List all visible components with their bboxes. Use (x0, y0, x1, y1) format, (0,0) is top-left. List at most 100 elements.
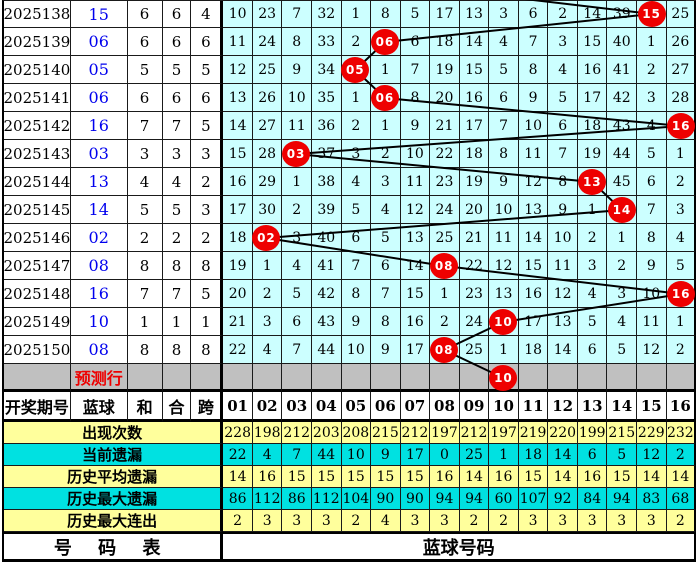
prediction-empty-cell (191, 364, 224, 392)
span-cell: 3 (191, 196, 224, 224)
miss-cell: 18 (518, 336, 549, 364)
miss-cell: 8 (282, 28, 312, 56)
miss-cell: 7 (282, 1, 312, 28)
prediction-empty-cell (312, 364, 342, 392)
miss-cell: 5 (400, 1, 431, 28)
miss-cell: 3 (341, 140, 372, 168)
miss-cell: 7 (282, 336, 312, 364)
miss-cell: 27 (252, 112, 283, 140)
sum-cell: 8 (127, 252, 163, 280)
prediction-empty-cell (548, 364, 578, 392)
sum-cell: 5 (127, 196, 163, 224)
miss-cell: 6 (577, 336, 608, 364)
stats-value: 25 (459, 444, 490, 466)
miss-cell: 10 (637, 280, 667, 308)
stats-value: 86 (223, 488, 253, 510)
miss-cell: 12 (400, 196, 431, 224)
hezhi-cell: 7 (162, 112, 192, 140)
miss-cell: 3 (577, 252, 608, 280)
prediction-empty-cell (577, 364, 608, 392)
header-ball-number: 03 (282, 392, 312, 422)
stats-value: 3 (400, 510, 431, 532)
prediction-empty-cell (607, 364, 638, 392)
miss-cell: 34 (312, 56, 342, 84)
stats-value: 198 (252, 422, 283, 444)
miss-cell: 6 (518, 1, 549, 28)
miss-cell: 2 (341, 112, 372, 140)
stats-value: 12 (637, 444, 667, 466)
period-cell: 2025141 (4, 84, 71, 112)
miss-cell: 18 (430, 28, 460, 56)
miss-cell: 13 (223, 84, 253, 112)
miss-cell: 8 (341, 280, 372, 308)
miss-cell: 3 (607, 280, 638, 308)
stats-value: 16 (252, 466, 283, 488)
hezhi-cell: 6 (162, 1, 192, 28)
prediction-label: 预测行 (70, 364, 128, 392)
miss-cell: 16 (223, 168, 253, 196)
period-row: 2025140 05 5 5 5 12 25 9 34 1 7 19 15 5 8 4 16 41 2 27 (2, 56, 697, 84)
miss-cell (637, 1, 667, 28)
stats-value: 197 (430, 422, 460, 444)
header-ball-number: 11 (518, 392, 549, 422)
stats-value: 83 (637, 488, 667, 510)
header-ball-number: 06 (371, 392, 401, 422)
miss-cell: 18 (459, 140, 490, 168)
stats-value: 14 (223, 466, 253, 488)
miss-cell (252, 224, 283, 252)
footer-row: 号 码 表蓝球号码 (2, 532, 696, 562)
miss-cell: 19 (577, 140, 608, 168)
header-sum: 和 (127, 392, 163, 422)
miss-cell: 8 (637, 224, 667, 252)
header-ball-number: 08 (430, 392, 460, 422)
stats-value: 215 (607, 422, 638, 444)
miss-cell (371, 28, 401, 56)
stats-value: 14 (459, 466, 490, 488)
header-ball-number: 07 (400, 392, 431, 422)
miss-cell: 5 (548, 84, 578, 112)
prediction-empty-cell (252, 364, 283, 392)
stats-value: 2 (489, 510, 519, 532)
sum-cell: 7 (127, 112, 163, 140)
stats-value: 112 (252, 488, 283, 510)
prediction-row: 预测行 (2, 364, 697, 392)
miss-cell: 7 (341, 252, 372, 280)
span-cell: 8 (191, 336, 224, 364)
span-cell: 2 (191, 168, 224, 196)
miss-cell: 2 (607, 252, 638, 280)
miss-cell: 4 (489, 28, 519, 56)
period-row: 2025139 06 6 6 6 11 24 8 33 2 6 18 14 4 7 3 15 40 1 26 (2, 28, 697, 56)
miss-cell: 16 (577, 56, 608, 84)
blue-ball-value: 16 (70, 112, 128, 140)
period-row: 2025144 13 4 4 2 16 29 1 38 4 3 11 23 19 9 12 8 45 6 2 (2, 168, 697, 196)
miss-cell: 8 (400, 84, 431, 112)
stats-value: 22 (223, 444, 253, 466)
miss-cell: 1 (577, 196, 608, 224)
blue-ball-value: 03 (70, 140, 128, 168)
stats-value: 215 (371, 422, 401, 444)
stats-value: 3 (430, 510, 460, 532)
miss-cell: 19 (430, 56, 460, 84)
hezhi-cell: 6 (162, 84, 192, 112)
miss-cell: 9 (637, 252, 667, 280)
miss-cell: 10 (223, 1, 253, 28)
period-row: 2025148 16 7 7 5 20 2 5 42 8 7 15 1 23 13 16 12 4 3 10 (2, 280, 697, 308)
stats-value: 104 (341, 488, 372, 510)
miss-cell: 5 (607, 336, 638, 364)
miss-cell: 3 (637, 84, 667, 112)
miss-cell: 21 (223, 308, 253, 336)
prediction-empty-cell (637, 364, 667, 392)
stats-value: 68 (666, 488, 697, 510)
miss-cell: 45 (607, 168, 638, 196)
stats-value: 15 (341, 466, 372, 488)
miss-cell: 23 (459, 280, 490, 308)
prediction-empty-cell (489, 364, 519, 392)
stats-value: 44 (312, 444, 342, 466)
miss-cell: 4 (252, 336, 283, 364)
period-cell: 2025146 (4, 224, 71, 252)
stats-row: 出现次数 228 198 212 203 208 215 212 197 212 197 219 220… (2, 422, 697, 444)
miss-cell: 40 (607, 28, 638, 56)
period-row: 2025141 06 6 6 6 13 26 10 35 1 8 20 16 6 9 5 17 42 3 28 (2, 84, 697, 112)
miss-cell: 24 (252, 28, 283, 56)
stats-value: 3 (577, 510, 608, 532)
